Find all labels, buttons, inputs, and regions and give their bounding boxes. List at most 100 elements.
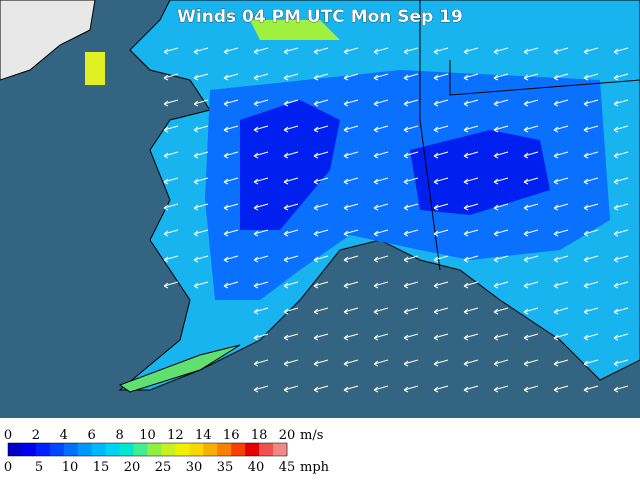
legend-swatch	[217, 443, 232, 456]
wind-arrow	[613, 307, 629, 315]
wind-arrow	[463, 73, 479, 81]
wind-arrow	[343, 151, 359, 159]
wind-arrow	[493, 255, 509, 263]
legend-swatch	[77, 443, 93, 456]
wind-arrow	[433, 73, 449, 81]
wind-arrow	[433, 99, 449, 107]
mph-label: 30	[186, 460, 203, 475]
wind-arrow	[463, 281, 479, 289]
legend-swatch	[147, 443, 162, 456]
wind-arrow	[403, 333, 419, 341]
wind-arrow	[433, 177, 449, 185]
wind-arrow	[343, 281, 359, 289]
wind-arrow	[193, 73, 209, 81]
ms-label: 14	[195, 428, 212, 443]
wind-arrow	[313, 359, 329, 367]
wind-arrow	[553, 151, 569, 159]
wind-arrow	[253, 307, 269, 315]
wind-arrow	[193, 255, 209, 263]
legend-swatch	[91, 443, 107, 456]
wind-arrow	[163, 255, 179, 263]
mph-label: 40	[248, 460, 265, 475]
wind-arrow	[313, 203, 329, 211]
map-title: Winds 04 PM UTC Mon Sep 19	[177, 7, 463, 27]
wind-arrow	[493, 177, 509, 185]
wind-arrow	[313, 307, 329, 315]
wind-arrow	[433, 385, 449, 393]
wind-arrow	[553, 177, 569, 185]
wind-arrow	[523, 359, 539, 367]
wind-arrow	[613, 151, 629, 159]
legend-frame	[7, 442, 288, 457]
wind-arrow	[463, 151, 479, 159]
legend-swatch	[231, 443, 246, 456]
wind-arrow	[613, 385, 629, 393]
wind-arrow	[493, 73, 509, 81]
wind-arrow	[463, 125, 479, 133]
wind-arrow	[403, 229, 419, 237]
wind-arrow	[253, 281, 269, 289]
wind-arrow	[553, 333, 569, 341]
wind-arrow	[433, 255, 449, 263]
legend-swatch	[133, 443, 148, 456]
mph-label: 15	[93, 460, 110, 475]
wind-arrow	[343, 359, 359, 367]
wind-arrow	[583, 333, 599, 341]
wind-arrow	[493, 307, 509, 315]
mph-label: 5	[35, 460, 43, 475]
wind-arrow	[373, 73, 389, 81]
wind-arrow	[523, 333, 539, 341]
wind-arrow	[523, 47, 539, 55]
ms-label: 12	[167, 428, 184, 443]
wind-arrow	[163, 99, 179, 107]
wind-arrow	[253, 333, 269, 341]
legend-swatch	[189, 443, 204, 456]
wind-arrow	[583, 125, 599, 133]
wind-arrow	[343, 73, 359, 81]
wind-arrow	[343, 229, 359, 237]
wind-arrow	[403, 177, 419, 185]
wind-arrow	[253, 99, 269, 107]
wind-arrow	[493, 125, 509, 133]
wind-arrow	[583, 307, 599, 315]
wind-arrow	[373, 151, 389, 159]
wind-arrow	[523, 255, 539, 263]
wind-arrow	[583, 385, 599, 393]
wind-arrow	[613, 99, 629, 107]
wind-arrow	[553, 281, 569, 289]
wind-arrow	[193, 99, 209, 107]
ms-label: 8	[115, 428, 123, 443]
legend-swatch	[259, 443, 274, 456]
mph-unit: mph	[300, 460, 330, 475]
wind-arrow	[223, 47, 239, 55]
wind-arrow	[493, 385, 509, 393]
legend-swatch	[119, 443, 135, 456]
legend-swatch	[35, 443, 51, 456]
mph-label: 35	[217, 460, 234, 475]
wind-arrow	[613, 281, 629, 289]
wind-arrow	[193, 151, 209, 159]
wind-arrow	[193, 177, 209, 185]
wind-arrow	[253, 151, 269, 159]
wind-arrow	[373, 307, 389, 315]
wind-arrow	[493, 333, 509, 341]
wind-arrow	[463, 255, 479, 263]
wind-arrow	[313, 281, 329, 289]
wind-arrow	[163, 125, 179, 133]
wind-arrow	[163, 151, 179, 159]
wind-arrow	[223, 73, 239, 81]
legend-swatch	[203, 443, 218, 456]
wind-arrows	[163, 47, 629, 393]
wind-zone-high-north	[250, 20, 340, 40]
wind-arrow	[313, 333, 329, 341]
wind-arrow	[583, 359, 599, 367]
wind-arrow	[253, 125, 269, 133]
wind-arrow	[283, 281, 299, 289]
wind-arrow	[523, 99, 539, 107]
wind-arrow	[403, 203, 419, 211]
wind-arrow	[613, 47, 629, 55]
wind-arrow	[553, 73, 569, 81]
legend: 0 2 4 6 8 10 12 14 16 18 20 m/s 0 5 10 15 20 25 30 35 40 45 mp…	[0, 418, 640, 480]
wind-arrow	[223, 281, 239, 289]
wind-arrow	[283, 47, 299, 55]
